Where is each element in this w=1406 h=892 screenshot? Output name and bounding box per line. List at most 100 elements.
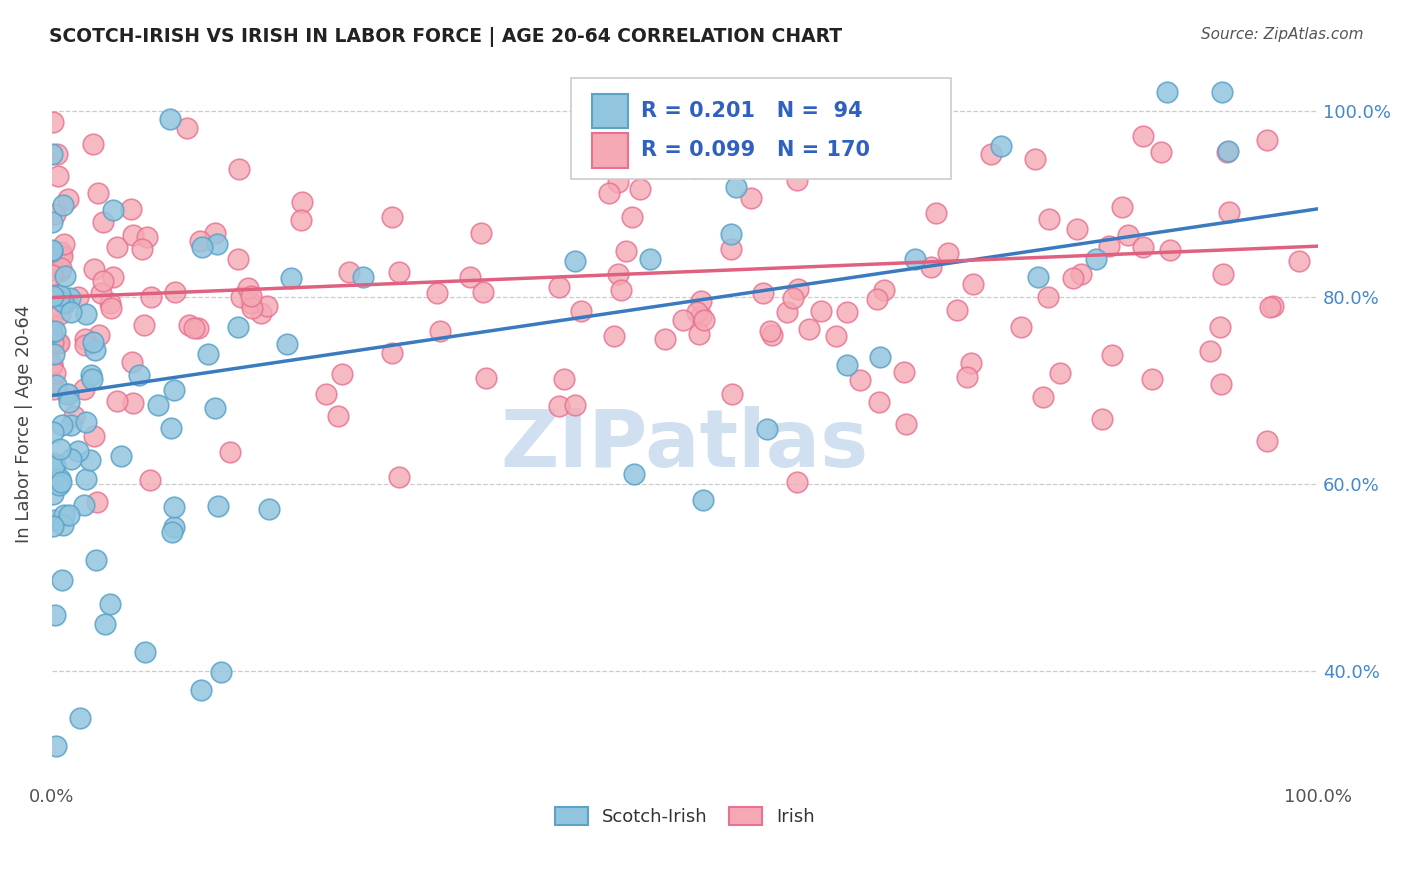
Point [725,180,748,194]
Point [1132,129,1154,144]
Point [603,328,626,343]
Point [695,134,717,148]
Point [226,252,249,266]
Point [46,335,69,350]
Point [337,264,360,278]
Point [720,243,742,257]
Point [73,382,96,396]
Point [683,161,706,175]
Point [472,285,495,299]
Point [256,299,278,313]
Point [1132,240,1154,254]
Point [45,739,67,753]
Point [122,396,145,410]
Point [59,452,82,467]
Point [94,617,117,632]
Point [58,395,80,409]
Point [617,85,640,99]
Point [73,338,96,352]
Point [226,320,249,334]
Point [131,243,153,257]
Point [128,368,150,383]
Point [103,270,125,285]
Point [470,226,492,240]
Point [1032,390,1054,404]
Point [51,475,73,490]
Point [146,397,169,411]
Point [548,280,571,294]
Point [1216,145,1239,159]
Text: SCOTCH-IRISH VS IRISH IN LABOR FORCE | AGE 20-64 CORRELATION CHART: SCOTCH-IRISH VS IRISH IN LABOR FORCE | A… [49,27,842,46]
Point [42,458,65,473]
Point [141,290,163,304]
Point [894,417,917,432]
Point [740,191,762,205]
Point [787,282,810,296]
Point [693,117,716,131]
Point [42,486,65,500]
Point [290,212,312,227]
Point [44,366,66,380]
Y-axis label: In Labor Force | Age 20-64: In Labor Force | Age 20-64 [15,304,32,542]
Point [51,418,73,433]
Point [936,245,959,260]
Point [41,244,63,258]
Point [797,322,820,336]
Point [53,268,76,283]
Point [1216,145,1239,159]
Point [893,365,915,379]
Point [41,325,63,339]
Point [49,264,72,278]
Point [49,472,72,486]
Point [44,207,66,221]
Point [204,226,226,240]
Point [1288,254,1310,268]
Point [1091,412,1114,426]
Point [82,334,104,349]
Point [46,169,69,183]
Point [44,513,66,527]
Point [1116,227,1139,242]
Point [58,508,80,522]
Point [187,321,209,335]
Point [48,288,70,302]
Point [1256,434,1278,448]
Text: R = 0.099   N = 170: R = 0.099 N = 170 [641,140,870,161]
Point [825,329,848,343]
Point [49,260,72,275]
Point [42,382,65,396]
Point [1085,252,1108,266]
Point [48,477,70,491]
Point [786,173,808,187]
Point [1150,145,1173,159]
Point [692,493,714,508]
Point [866,292,889,306]
Point [621,210,644,224]
Point [56,387,79,401]
Point [44,456,66,470]
Point [110,449,132,463]
Point [204,401,226,416]
Point [121,355,143,369]
Point [962,277,984,291]
Point [101,202,124,217]
Point [672,313,695,327]
Point [280,271,302,285]
Point [44,377,66,392]
Point [58,387,80,401]
Point [756,421,779,435]
FancyBboxPatch shape [592,133,628,168]
Point [238,281,260,295]
Point [122,228,145,243]
Point [162,524,184,539]
FancyBboxPatch shape [571,78,950,179]
Point [79,453,101,467]
Point [607,267,630,281]
Legend: Scotch-Irish, Irish: Scotch-Irish, Irish [546,797,824,835]
Point [1066,222,1088,236]
Point [837,305,859,319]
Point [160,421,183,435]
Point [990,138,1012,153]
Point [41,376,63,390]
Point [52,295,75,310]
